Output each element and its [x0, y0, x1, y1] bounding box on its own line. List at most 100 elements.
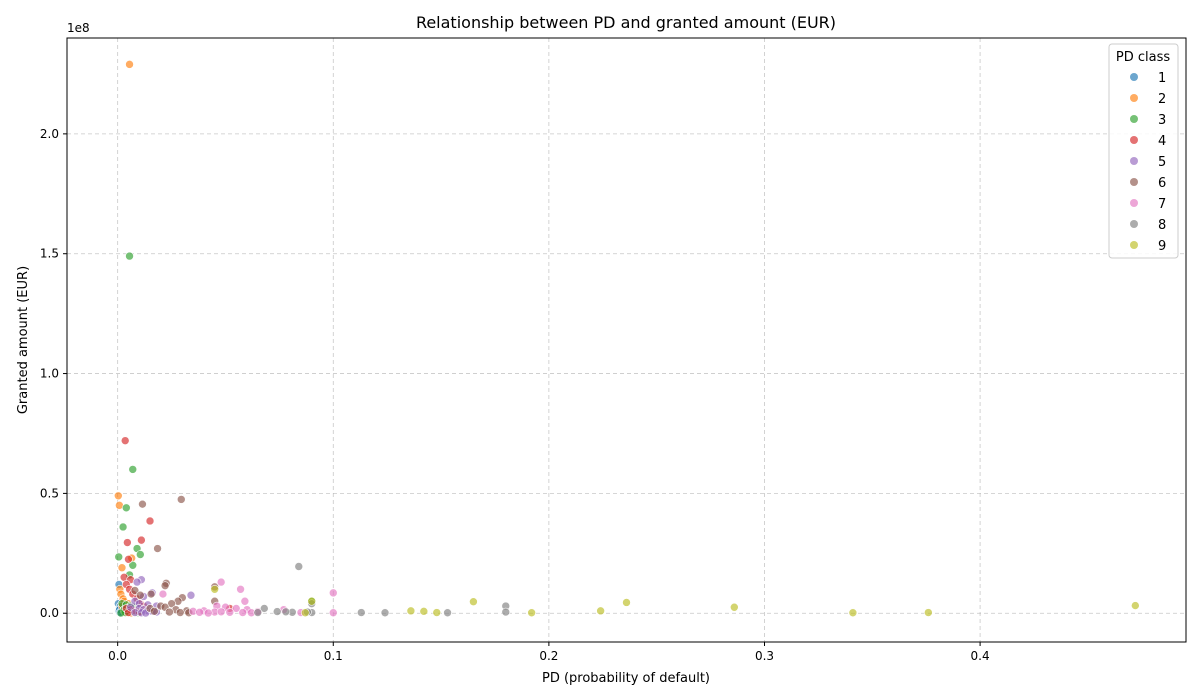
legend: PD class 1 2 3 4 5 6 7 8 9: [1108, 43, 1179, 259]
legend-label: 4: [1158, 134, 1166, 149]
data-point: [145, 516, 155, 526]
data-point: [231, 604, 241, 613]
legend-marker: [1130, 157, 1138, 165]
y-tick-label: 0.5: [40, 486, 59, 500]
data-point: [123, 538, 132, 547]
legend-label: 9: [1158, 239, 1166, 254]
data-point: [596, 606, 605, 616]
x-tick-label: 0.2: [539, 649, 558, 663]
data-point: [175, 608, 185, 617]
data-point: [259, 604, 269, 613]
x-tick-label: 0.4: [971, 649, 990, 663]
data-point: [186, 590, 196, 600]
data-point: [118, 522, 128, 532]
y-axis-label: Granted amount (EUR): [16, 266, 31, 414]
data-point: [328, 608, 338, 618]
data-point: [125, 251, 134, 261]
data-point: [137, 535, 146, 545]
data-point: [132, 577, 142, 587]
y-tick-label: 1.0: [40, 367, 59, 381]
data-point: [150, 607, 159, 616]
data-points: [114, 60, 1140, 618]
legend-marker: [1130, 94, 1138, 102]
data-point: [121, 503, 131, 513]
x-tick-label: 0.3: [755, 649, 774, 663]
data-point: [253, 608, 263, 617]
data-point: [216, 607, 226, 617]
data-point: [146, 589, 156, 599]
data-point: [419, 607, 429, 616]
legend-label: 3: [1158, 113, 1166, 128]
legend-marker: [1130, 241, 1138, 249]
data-point: [120, 436, 130, 445]
data-point: [160, 581, 170, 590]
legend-marker: [1130, 220, 1138, 228]
legend-title: PD class: [1116, 50, 1170, 65]
data-point: [176, 495, 186, 504]
data-point: [158, 589, 168, 599]
data-point: [406, 606, 416, 616]
y-tick-label: 0.0: [40, 606, 59, 620]
chart-title: Relationship between PD and granted amou…: [416, 13, 836, 32]
legend-label: 2: [1158, 92, 1166, 107]
data-point: [225, 607, 235, 617]
data-point: [924, 608, 933, 617]
data-point: [210, 584, 219, 594]
data-point: [117, 563, 127, 572]
data-point: [125, 60, 134, 69]
x-tick-label: 0.0: [108, 649, 127, 663]
data-point: [1131, 601, 1140, 610]
x-axis-label: PD (probability of default): [542, 671, 710, 686]
legend-items: 1 2 3 4 5 6 7 8 9: [1130, 71, 1166, 254]
legend-marker: [1130, 136, 1138, 144]
legend-marker: [1130, 73, 1138, 81]
data-point: [294, 562, 304, 571]
data-point: [307, 596, 317, 606]
data-point: [128, 561, 138, 570]
data-point: [167, 599, 176, 608]
data-point: [236, 584, 245, 594]
data-point: [114, 552, 124, 562]
legend-label: 7: [1158, 197, 1166, 212]
legend-marker: [1130, 199, 1138, 207]
data-point: [136, 550, 145, 559]
data-point: [195, 607, 204, 617]
data-point: [130, 586, 140, 595]
data-point: [128, 465, 138, 474]
x-tick-label: 0.1: [324, 649, 343, 663]
y-tick-label: 2.0: [40, 127, 59, 141]
data-point: [432, 608, 442, 617]
data-point: [730, 602, 739, 612]
data-point: [138, 499, 147, 509]
data-point: [469, 597, 478, 607]
legend-marker: [1130, 178, 1138, 186]
data-point: [216, 577, 226, 587]
data-point: [281, 607, 291, 617]
data-point: [238, 608, 248, 617]
data-point: [240, 596, 250, 606]
data-point: [527, 608, 536, 618]
legend-label: 5: [1158, 155, 1166, 170]
data-point: [622, 598, 631, 607]
data-point: [272, 607, 282, 616]
data-point: [114, 491, 123, 501]
data-point: [203, 608, 213, 618]
data-point: [357, 608, 366, 617]
data-point: [501, 607, 511, 617]
data-point: [328, 588, 338, 598]
data-point: [380, 608, 390, 618]
data-point: [124, 555, 133, 564]
legend-label: 8: [1158, 218, 1166, 233]
data-point: [848, 608, 858, 618]
data-point: [153, 544, 162, 553]
data-point: [300, 608, 310, 618]
data-point: [443, 608, 452, 618]
grid-lines: [67, 38, 1186, 642]
legend-label: 1: [1158, 71, 1166, 86]
plot-frame: [66, 37, 1187, 643]
data-point: [165, 607, 174, 617]
legend-label: 6: [1158, 176, 1166, 191]
data-point: [136, 590, 145, 600]
